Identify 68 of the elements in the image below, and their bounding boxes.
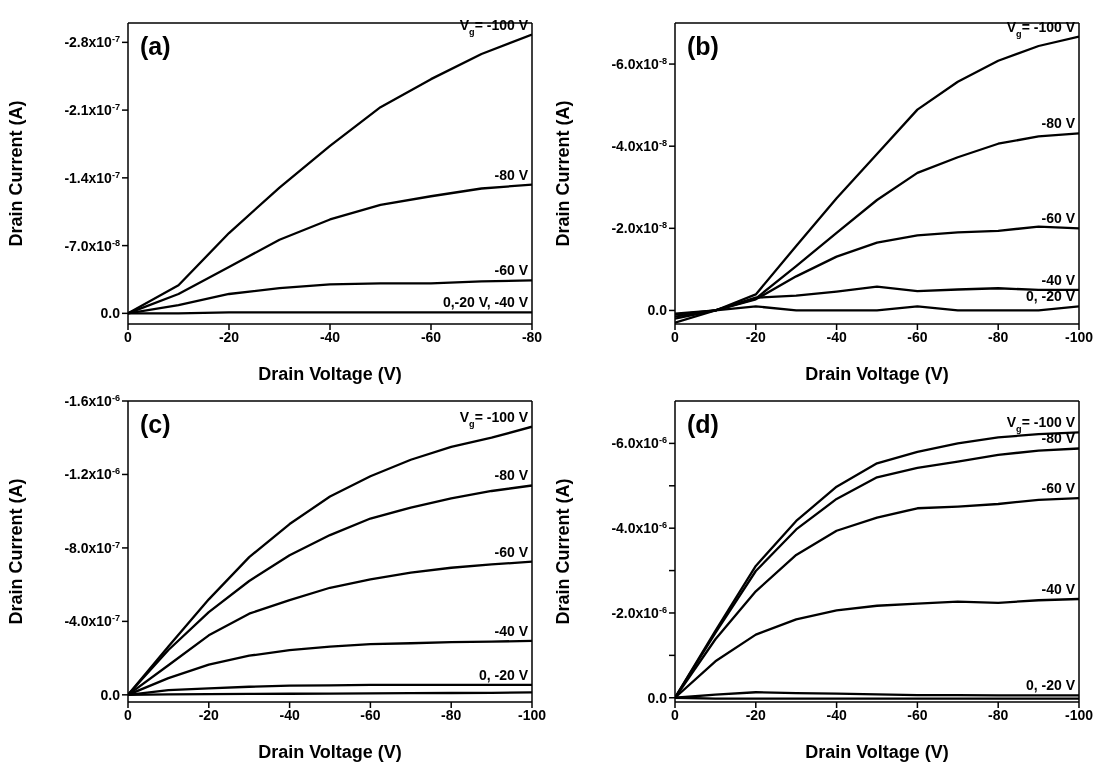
y-tick-label: -6.0x10$^{-6}$ [611, 435, 667, 452]
y-tick-label: -1.4x10$^{-7}$ [64, 169, 120, 186]
series-label: -60 V [1041, 210, 1076, 227]
x-tick-label: -40 [826, 706, 847, 723]
series-label: -60 V [494, 543, 529, 560]
y-axis-title: Drain Current (A) [553, 478, 574, 625]
annotation: (b) [687, 32, 719, 61]
y-tick-label: -2.0x10$^{-6}$ [611, 604, 667, 621]
x-tick-label: -20 [218, 328, 240, 345]
y-tick-label: -2.8x10$^{-7}$ [64, 34, 120, 51]
x-tick-label: -60 [420, 328, 442, 345]
x-axis-title: Drain Voltage (V) [258, 364, 402, 384]
series-label: 0, -20 V [1025, 677, 1076, 694]
x-tick-label: -40 [279, 706, 300, 723]
series-label: -40 V [1041, 580, 1076, 597]
x-tick-label: -100 [517, 706, 547, 723]
y-tick-label: -2.1x10$^{-7}$ [64, 102, 120, 119]
x-axis-title: Drain Voltage (V) [805, 742, 949, 762]
x-tick-label: -20 [745, 328, 767, 345]
series-label: -60 V [494, 262, 529, 279]
x-tick-label: 0 [124, 328, 133, 345]
x-tick-label: -60 [360, 706, 381, 723]
x-tick-label: -20 [198, 706, 220, 723]
y-tick-label: -7.0x10$^{-8}$ [64, 237, 120, 254]
x-tick-label: -80 [441, 706, 462, 723]
x-tick-label: -20 [745, 706, 767, 723]
y-tick-label: -2.0x10$^{-8}$ [611, 220, 667, 237]
y-axis-title: Drain Current (A) [6, 478, 27, 625]
y-tick-label: -4.0x10$^{-7}$ [64, 613, 120, 630]
series-label: -40 V [1041, 271, 1076, 288]
y-tick-label: 0.0 [647, 302, 668, 319]
y-tick-label: 0.0 [100, 686, 121, 703]
series-label: -80 V [494, 166, 529, 183]
y-tick-label: -8.0x10$^{-7}$ [64, 539, 120, 556]
series-label: -60 V [1041, 480, 1076, 497]
annotation: (d) [687, 410, 719, 439]
y-axis-title: Drain Current (A) [553, 100, 574, 247]
y-tick-label: 0.0 [647, 689, 668, 706]
x-tick-label: -60 [907, 706, 928, 723]
series-label: -80 V [494, 467, 529, 484]
x-tick-label: 0 [671, 706, 680, 723]
x-tick-label: 0 [124, 706, 133, 723]
x-tick-label: -40 [826, 328, 847, 345]
series-label: 0,-20 V, -40 V [442, 294, 529, 311]
y-tick-label: -1.6x10$^{-6}$ [64, 392, 120, 409]
y-tick-label: 0.0 [100, 305, 121, 322]
x-axis-title: Drain Voltage (V) [258, 742, 402, 762]
x-tick-label: -60 [907, 328, 928, 345]
y-tick-label: -6.0x10$^{-8}$ [611, 55, 667, 72]
y-tick-label: -1.2x10$^{-6}$ [64, 466, 120, 483]
y-tick-label: -4.0x10$^{-8}$ [611, 138, 667, 155]
x-tick-label: -100 [1064, 328, 1094, 345]
x-tick-label: -80 [988, 706, 1009, 723]
x-tick-label: 0 [671, 328, 680, 345]
series-label: -40 V [494, 622, 529, 639]
series-label: 0, -20 V [478, 666, 529, 683]
series-label: -80 V [1041, 115, 1076, 132]
x-tick-label: -40 [319, 328, 341, 345]
y-tick-label: -4.0x10$^{-6}$ [611, 520, 667, 537]
series-label: V$_{g}$= -100 V [459, 408, 529, 429]
annotation: (a) [140, 32, 171, 61]
x-tick-label: -100 [1064, 706, 1094, 723]
x-tick-label: -80 [988, 328, 1009, 345]
y-axis-title: Drain Current (A) [6, 100, 27, 247]
x-axis-title: Drain Voltage (V) [805, 364, 949, 384]
series-label: 0, -20 V [1025, 288, 1076, 305]
x-tick-label: -80 [521, 328, 543, 345]
annotation: (c) [140, 410, 171, 439]
